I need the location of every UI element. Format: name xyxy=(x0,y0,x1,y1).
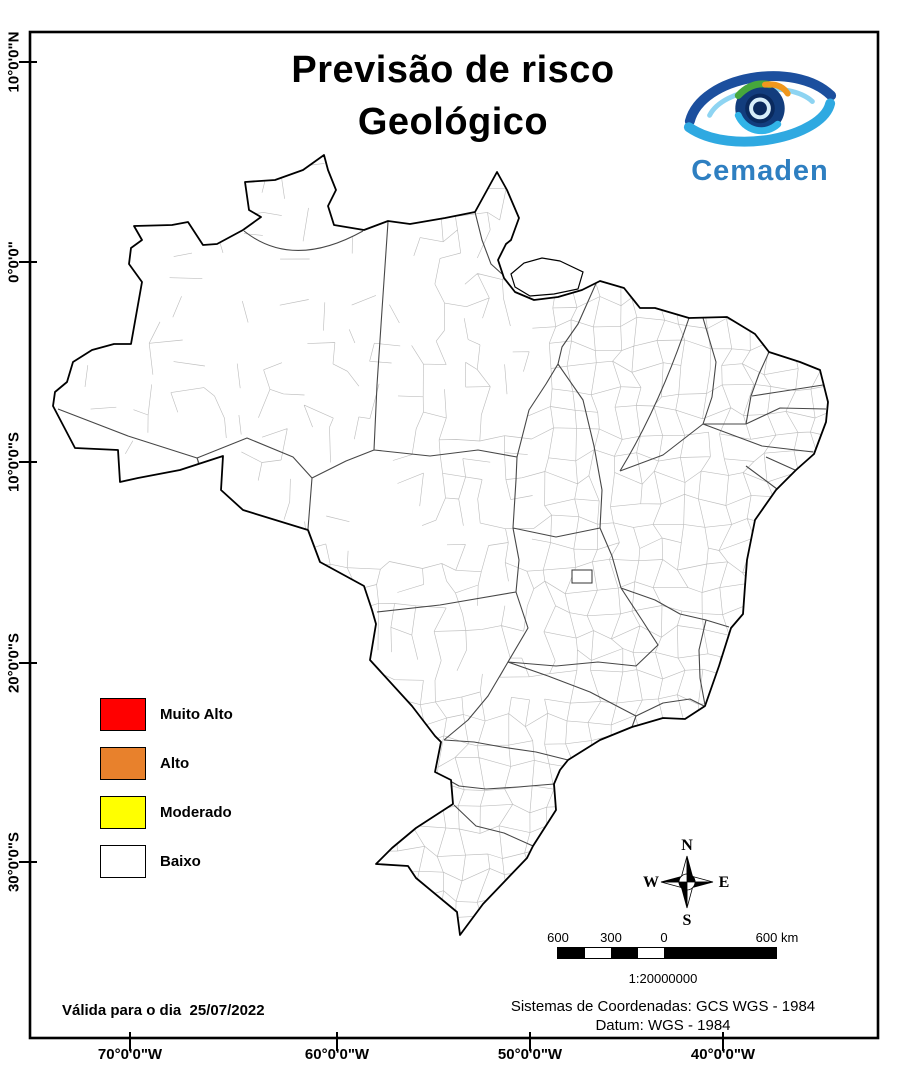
latitude-label: 20°0'0"S xyxy=(5,632,23,694)
brazil-landmass xyxy=(53,155,828,935)
legend-label: Alto xyxy=(160,755,190,772)
coordinate-system-line-1: Sistemas de Coordenadas: GCS WGS - 1984 xyxy=(510,998,816,1015)
scale-ratio: 1:20000000 xyxy=(628,971,698,986)
title-line-1: Previsão de risco xyxy=(291,49,615,91)
cemaden-logo: Cemaden xyxy=(676,52,844,188)
page-title: Previsão de risco Geológico xyxy=(291,44,614,148)
scale-bar-segment xyxy=(637,948,664,958)
state-boundaries xyxy=(57,211,827,847)
scale-bar-segment xyxy=(584,948,611,958)
legend-item-moderado: Moderado xyxy=(100,796,233,829)
scalebar-label-600-right: 600 km xyxy=(755,930,799,945)
map-frame xyxy=(28,30,880,1040)
longitude-label: 70°0'0"W xyxy=(97,1046,163,1063)
risk-legend: Muito Alto Alto Moderado Baixo xyxy=(100,698,233,894)
latitude-label: 30°0'0"S xyxy=(5,831,23,893)
longitude-label: 60°0'0"W xyxy=(304,1046,370,1063)
legend-swatch-alto xyxy=(100,747,146,780)
cemaden-eye-icon xyxy=(683,71,837,147)
coordinate-system-text: Sistemas de Coordenadas: GCS WGS - 1984 … xyxy=(511,997,815,1035)
cemaden-wordmark: Cemaden xyxy=(691,155,829,187)
longitude-label: 40°0'0"W xyxy=(690,1046,756,1063)
title-line-2: Geológico xyxy=(357,101,549,143)
legend-label: Baixo xyxy=(160,853,201,870)
longitude-label: 50°0'0"W xyxy=(497,1046,563,1063)
compass-s-label: S xyxy=(683,912,692,929)
longitude-ticks xyxy=(129,1032,724,1051)
scalebar-label-0: 0 xyxy=(660,930,668,945)
legend-swatch-moderado xyxy=(100,796,146,829)
coordinate-system-line-2: Datum: WGS - 1984 xyxy=(595,1017,731,1034)
legend-label: Moderado xyxy=(160,804,232,821)
latitude-label: 10°0'0"S xyxy=(5,431,23,493)
legend-item-alto: Alto xyxy=(100,747,233,780)
compass-n-label: N xyxy=(681,837,693,854)
legend-item-muito-alto: Muito Alto xyxy=(100,698,233,731)
scalebar-label-600-left: 600 xyxy=(547,930,569,945)
legend-swatch-baixo xyxy=(100,845,146,878)
latitude-label: 10°0'0"N xyxy=(5,31,23,93)
legend-label: Muito Alto xyxy=(160,706,233,723)
latitude-ticks xyxy=(19,61,37,863)
validity-date-text: Válida para o dia 25/07/2022 xyxy=(62,1002,265,1019)
compass-rose: N S W E xyxy=(643,837,730,929)
legend-swatch-muito-alto xyxy=(100,698,146,731)
marajo-island xyxy=(510,257,584,297)
scale-bar-segment xyxy=(611,948,638,958)
latitude-label: 0°0'0" xyxy=(5,241,23,283)
scale-bar-segment xyxy=(558,948,585,958)
scale-bar-segment xyxy=(664,948,776,958)
brazil-outline xyxy=(52,154,829,936)
scale-bar xyxy=(557,947,777,959)
distrito-federal xyxy=(571,569,593,584)
legend-item-baixo: Baixo xyxy=(100,845,233,878)
scalebar-label-300: 300 xyxy=(600,930,622,945)
compass-e-label: E xyxy=(719,874,730,891)
compass-w-label: W xyxy=(643,874,659,891)
